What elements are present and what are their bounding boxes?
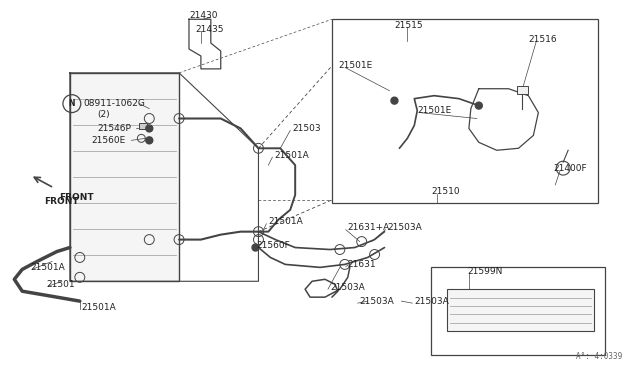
- Bar: [447, 289, 594, 331]
- Circle shape: [146, 125, 153, 132]
- Circle shape: [146, 137, 153, 144]
- Text: 21501A: 21501A: [30, 263, 65, 272]
- Text: 21501: 21501: [46, 280, 75, 289]
- Text: 08911-1062G: 08911-1062G: [84, 99, 146, 108]
- Text: 21400F: 21400F: [553, 164, 587, 173]
- Circle shape: [391, 97, 398, 104]
- Text: 21501E: 21501E: [338, 61, 372, 70]
- Text: N: N: [68, 99, 75, 108]
- Circle shape: [476, 102, 483, 109]
- Bar: [70, 73, 179, 281]
- Bar: [332, 19, 598, 203]
- Text: 21503A: 21503A: [360, 296, 394, 306]
- Text: 21510: 21510: [431, 187, 460, 196]
- Text: 21631+A: 21631+A: [348, 223, 390, 232]
- Text: 21515: 21515: [394, 21, 423, 30]
- Text: 21516: 21516: [529, 35, 557, 44]
- Text: 21560F: 21560F: [257, 241, 290, 250]
- Text: 21503A: 21503A: [414, 296, 449, 306]
- Circle shape: [252, 244, 259, 251]
- Text: 21503: 21503: [292, 124, 321, 133]
- Text: 21560E: 21560E: [92, 136, 126, 145]
- Text: 21631: 21631: [348, 260, 376, 269]
- Bar: [516, 86, 529, 94]
- Text: 21503A: 21503A: [387, 223, 422, 232]
- Text: 21501E: 21501E: [417, 106, 451, 115]
- Text: (2): (2): [98, 110, 110, 119]
- Text: 21501A: 21501A: [82, 302, 116, 312]
- Text: 21501A: 21501A: [275, 151, 309, 160]
- Bar: [140, 124, 147, 129]
- Text: 21435: 21435: [195, 25, 223, 34]
- Text: 21503A: 21503A: [330, 283, 365, 292]
- Text: 21430: 21430: [189, 11, 218, 20]
- Bar: [431, 267, 605, 355]
- Text: A°: 4:0339: A°: 4:0339: [577, 352, 623, 361]
- Text: 21501A: 21501A: [268, 217, 303, 226]
- Text: FRONT: FRONT: [44, 198, 79, 206]
- Text: 21546P: 21546P: [98, 124, 132, 133]
- Text: 21599N: 21599N: [467, 267, 502, 276]
- Text: FRONT: FRONT: [59, 193, 93, 202]
